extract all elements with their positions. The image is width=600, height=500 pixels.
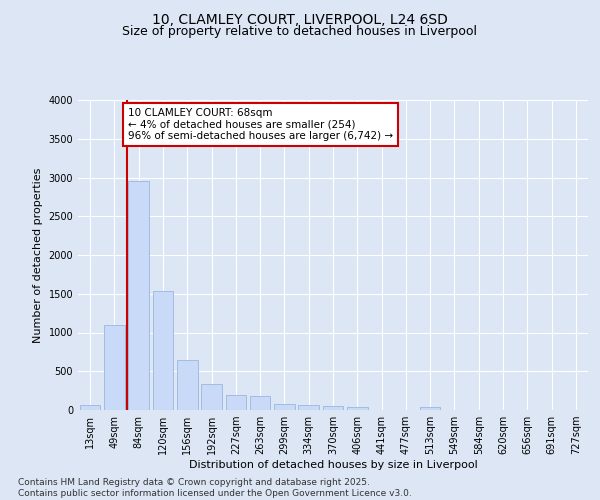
Bar [226,396,246,410]
Bar [298,404,319,410]
Bar [128,182,149,410]
Bar [104,325,125,410]
Text: Size of property relative to detached houses in Liverpool: Size of property relative to detached ho… [122,25,478,38]
Bar [347,407,368,410]
X-axis label: Distribution of detached houses by size in Liverpool: Distribution of detached houses by size … [188,460,478,470]
Bar [274,404,295,410]
Text: Contains HM Land Registry data © Crown copyright and database right 2025.
Contai: Contains HM Land Registry data © Crown c… [18,478,412,498]
Bar [201,384,222,410]
Text: 10 CLAMLEY COURT: 68sqm
← 4% of detached houses are smaller (254)
96% of semi-de: 10 CLAMLEY COURT: 68sqm ← 4% of detached… [128,108,393,141]
Bar [250,396,271,410]
Bar [80,406,100,410]
Bar [420,407,440,410]
Text: 10, CLAMLEY COURT, LIVERPOOL, L24 6SD: 10, CLAMLEY COURT, LIVERPOOL, L24 6SD [152,12,448,26]
Bar [177,360,197,410]
Bar [152,292,173,410]
Y-axis label: Number of detached properties: Number of detached properties [33,168,43,342]
Bar [323,406,343,410]
